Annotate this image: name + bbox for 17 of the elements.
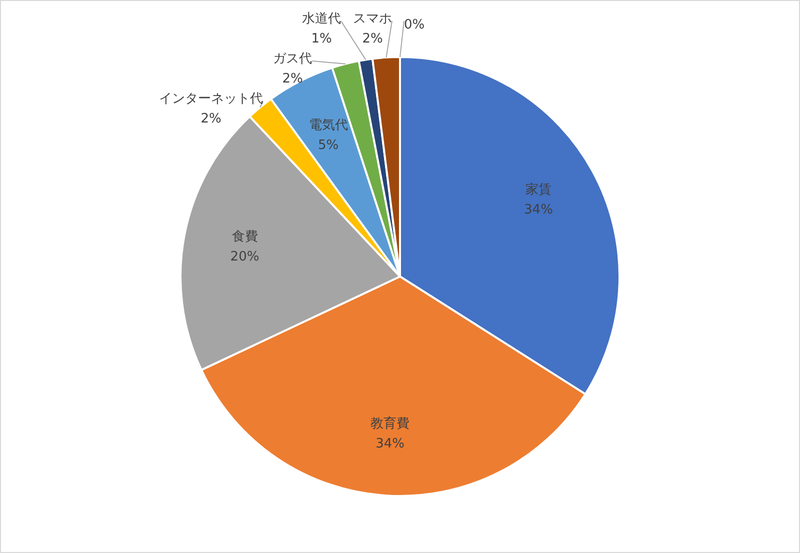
- text: 0%: [404, 17, 425, 32]
- slice-label: 教育費: [370, 416, 410, 432]
- slice-label: 電気代: [308, 118, 348, 134]
- data-label: 34%: [376, 436, 405, 452]
- data-label: 2%: [362, 31, 383, 46]
- slice-label: 食費: [232, 229, 258, 244]
- slice-label: スマホ: [353, 11, 392, 26]
- slice-label: 水道代: [302, 11, 341, 26]
- slice-label: 家賃: [525, 182, 552, 198]
- data-label: 20%: [230, 249, 260, 264]
- slice-label: インターネット代: [159, 91, 263, 106]
- data-label: 5%: [318, 138, 339, 154]
- data-label: 34%: [524, 202, 553, 218]
- data-label: 2%: [200, 111, 222, 126]
- data-label: 2%: [282, 71, 303, 86]
- data-label: 1%: [311, 31, 332, 46]
- slice-label: ガス代: [273, 51, 312, 66]
